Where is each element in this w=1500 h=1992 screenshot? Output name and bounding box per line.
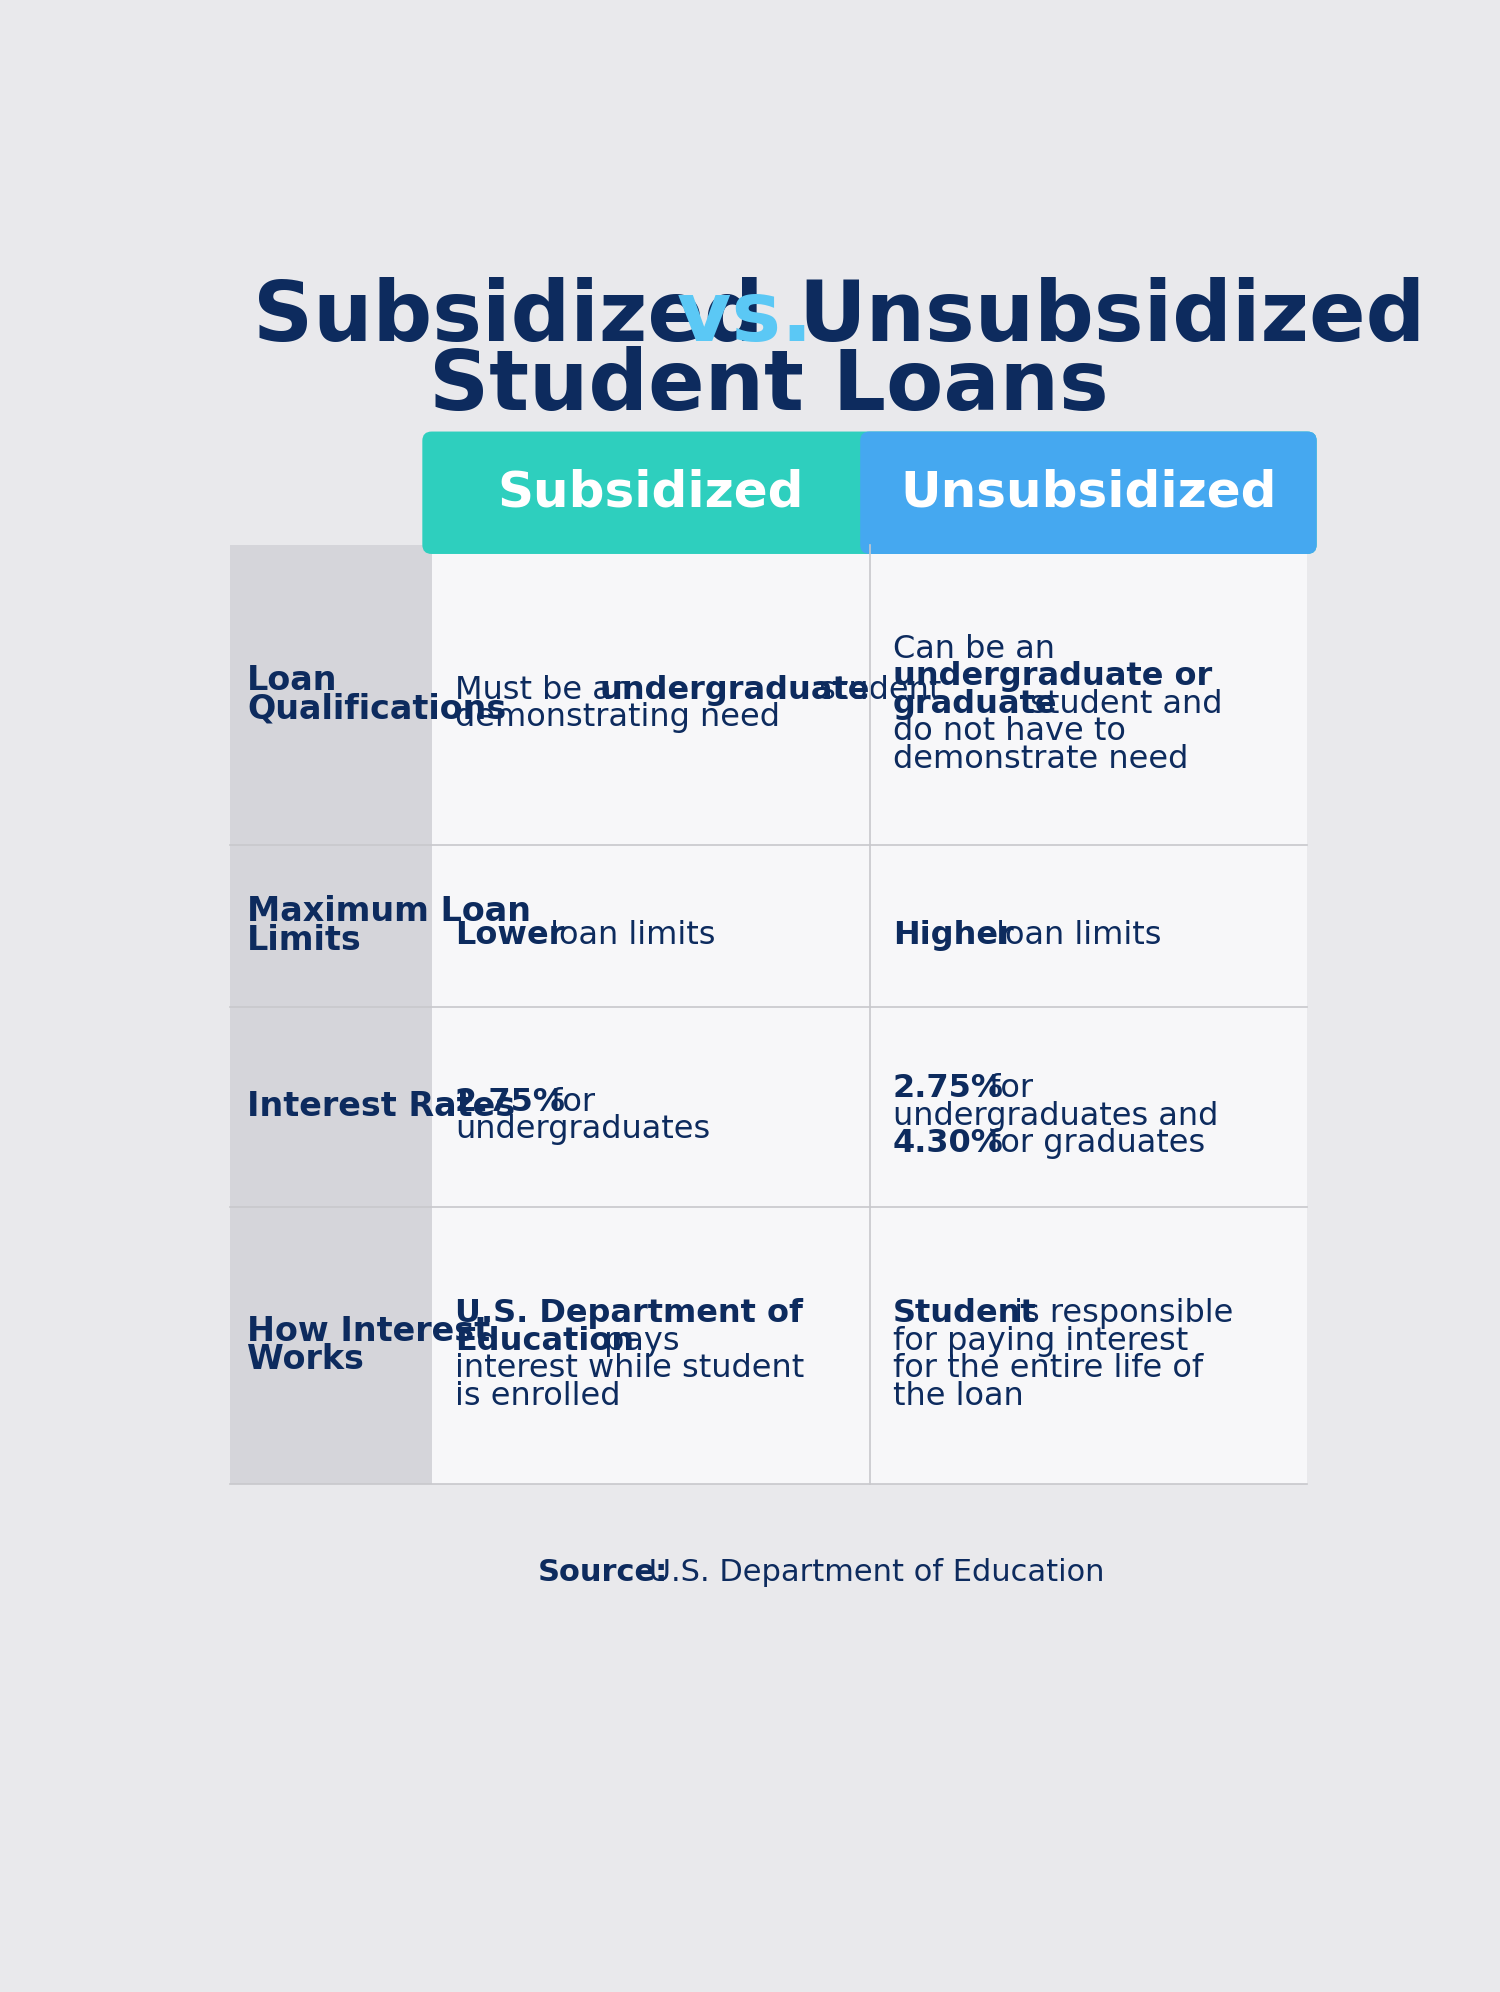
Text: for graduates: for graduates	[978, 1127, 1204, 1159]
Text: demonstrate need: demonstrate need	[892, 743, 1188, 775]
Bar	[230, 845, 432, 1006]
Text: for: for	[542, 1088, 596, 1118]
Text: U.S. Department of Education: U.S. Department of Education	[639, 1558, 1104, 1588]
Bar	[441, 494, 1308, 544]
Text: interest while student: interest while student	[454, 1353, 804, 1384]
Text: 4.30%: 4.30%	[892, 1127, 1004, 1159]
Bar	[870, 845, 1308, 1006]
Text: demonstrating need: demonstrating need	[454, 703, 780, 733]
Text: Can be an: Can be an	[892, 633, 1054, 665]
Bar	[870, 544, 1308, 845]
Text: Unsubsidized: Unsubsidized	[900, 468, 1276, 516]
Bar	[432, 494, 454, 544]
Text: for paying interest: for paying interest	[892, 1325, 1188, 1357]
Bar	[870, 1207, 1308, 1484]
FancyBboxPatch shape	[859, 432, 1317, 554]
Text: undergraduate: undergraduate	[600, 675, 870, 705]
Text: Unsubsidized: Unsubsidized	[798, 277, 1426, 359]
Text: pays: pays	[594, 1325, 680, 1357]
Text: is enrolled: is enrolled	[454, 1380, 621, 1412]
Text: is responsible: is responsible	[1004, 1299, 1233, 1329]
Text: Interest Rates: Interest Rates	[248, 1090, 516, 1123]
Bar	[432, 544, 870, 845]
Bar	[432, 845, 870, 1006]
Text: Works: Works	[248, 1343, 364, 1376]
Bar	[230, 1207, 432, 1484]
Text: Subsidized: Subsidized	[498, 468, 804, 516]
Text: undergraduates: undergraduates	[454, 1114, 710, 1145]
Text: Student: Student	[892, 1299, 1036, 1329]
Bar	[432, 1006, 870, 1207]
Text: for: for	[978, 1074, 1034, 1104]
Text: student: student	[810, 675, 942, 705]
Bar	[870, 440, 892, 544]
Text: undergraduates and: undergraduates and	[892, 1102, 1218, 1131]
Text: Maximum Loan: Maximum Loan	[248, 894, 531, 928]
Text: Loan: Loan	[248, 663, 338, 697]
Text: 2.75%: 2.75%	[892, 1074, 1004, 1104]
Text: undergraduate or: undergraduate or	[892, 661, 1212, 693]
Text: vs.: vs.	[648, 277, 842, 359]
Bar	[230, 544, 432, 845]
Text: Subsidized: Subsidized	[252, 277, 764, 359]
Bar	[432, 1207, 870, 1484]
Text: How Interest: How Interest	[248, 1315, 490, 1349]
Text: loan limits: loan limits	[540, 920, 716, 950]
Text: Student Loans: Student Loans	[429, 347, 1108, 428]
Text: do not have to: do not have to	[892, 717, 1125, 747]
Text: Limits: Limits	[248, 924, 362, 956]
Text: for the entire life of: for the entire life of	[892, 1353, 1203, 1384]
Text: Source:: Source:	[538, 1558, 668, 1588]
Text: Must be an: Must be an	[454, 675, 642, 705]
Bar	[870, 1006, 1308, 1207]
Text: student and: student and	[1020, 689, 1222, 719]
Text: Qualifications: Qualifications	[248, 693, 507, 725]
Text: U.S. Department of: U.S. Department of	[454, 1299, 802, 1329]
Text: 2.75%: 2.75%	[454, 1088, 566, 1118]
Text: Lower: Lower	[454, 920, 564, 950]
Bar	[230, 1006, 432, 1207]
Text: the loan: the loan	[892, 1380, 1023, 1412]
Text: graduate: graduate	[892, 689, 1058, 719]
Text: Education: Education	[454, 1325, 634, 1357]
Text: Higher: Higher	[892, 920, 1014, 950]
FancyBboxPatch shape	[423, 432, 1317, 554]
Text: loan limits: loan limits	[987, 920, 1162, 950]
